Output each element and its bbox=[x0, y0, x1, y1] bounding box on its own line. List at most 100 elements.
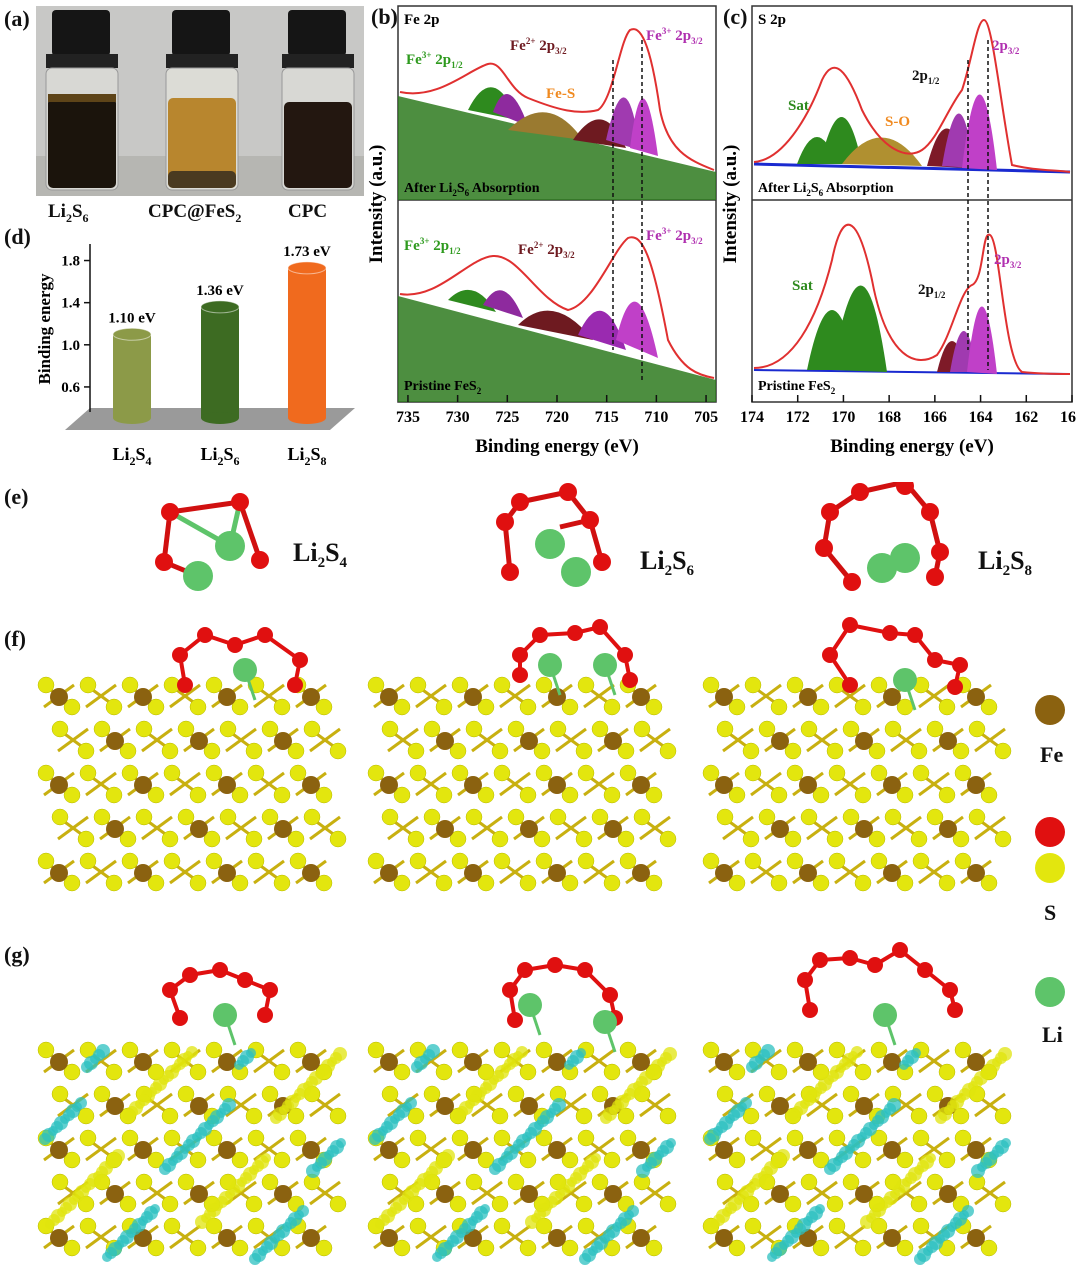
s-atom bbox=[219, 720, 237, 738]
fe-atom bbox=[436, 732, 454, 750]
s-atom bbox=[409, 852, 427, 870]
s-atom bbox=[954, 1129, 972, 1147]
s-atom bbox=[77, 1107, 95, 1125]
vial-cpc-fes2 bbox=[165, 10, 239, 191]
fe2p-lower-peaks bbox=[398, 236, 716, 402]
li-atom bbox=[233, 658, 257, 682]
chart-binding-energy: 0.6 1.0 1.4 1.8 Binding energy 1.10 eV Li2S4 1.… bbox=[35, 244, 355, 468]
s-atom bbox=[423, 808, 441, 826]
x-tick-label: 725 bbox=[495, 409, 519, 426]
s-red-atom bbox=[292, 652, 308, 668]
molecule-li2s8 bbox=[815, 482, 949, 591]
s-atom bbox=[535, 852, 553, 870]
s-atom bbox=[393, 1151, 411, 1169]
s-atom bbox=[617, 830, 635, 848]
density-lobe bbox=[195, 1215, 209, 1229]
fe-atom bbox=[50, 688, 68, 706]
bar bbox=[288, 267, 326, 418]
fe-atom bbox=[274, 820, 292, 838]
fe-atom bbox=[632, 1053, 650, 1071]
s-atom bbox=[93, 808, 111, 826]
bar-base bbox=[288, 412, 326, 424]
fes2-slab bbox=[367, 676, 677, 892]
bar-data-label: 1.36 eV bbox=[196, 283, 244, 299]
s-atom bbox=[121, 676, 139, 694]
x-tick-label: 172 bbox=[786, 409, 810, 426]
fes2-slab bbox=[37, 676, 347, 892]
s-red-atom bbox=[257, 627, 273, 643]
fe-atom bbox=[106, 820, 124, 838]
s-atom bbox=[77, 742, 95, 760]
s-atom bbox=[575, 1195, 593, 1213]
density-lobe bbox=[710, 1219, 720, 1229]
s-atom bbox=[393, 874, 411, 892]
s-red-atom bbox=[867, 957, 883, 973]
s-atom bbox=[451, 676, 469, 694]
fe-atom bbox=[190, 732, 208, 750]
s-atom bbox=[163, 1129, 181, 1147]
s-atom bbox=[619, 1041, 637, 1059]
fe2p-peak-label: Fe3+ 2p3/2 bbox=[646, 26, 703, 46]
fe-atom bbox=[548, 1141, 566, 1159]
s-atom bbox=[273, 698, 291, 716]
adsorbate bbox=[162, 962, 278, 1046]
fe2p-peak-label: Fe2+ 2p3/2 bbox=[518, 240, 575, 260]
s-atom bbox=[591, 808, 609, 826]
s2p-title: S 2p bbox=[758, 12, 786, 28]
s-atom bbox=[842, 808, 860, 826]
s-atom bbox=[828, 1217, 846, 1235]
s-red-atom bbox=[842, 950, 858, 966]
density-lobe bbox=[525, 1215, 539, 1229]
s-atom bbox=[519, 874, 537, 892]
s-atom bbox=[577, 852, 595, 870]
s-red-atom bbox=[257, 1007, 273, 1023]
s-atom bbox=[533, 830, 551, 848]
s-red-atom bbox=[197, 627, 213, 643]
s-atom bbox=[261, 720, 279, 738]
s-atom bbox=[119, 1195, 137, 1213]
s-atom bbox=[121, 852, 139, 870]
s-atom bbox=[449, 1195, 467, 1213]
s-atom bbox=[617, 1107, 635, 1125]
s-atom bbox=[702, 852, 720, 870]
fe-atom bbox=[520, 1097, 538, 1115]
s-atom bbox=[575, 1107, 593, 1125]
fe-atom bbox=[464, 1141, 482, 1159]
s-red-atom bbox=[602, 987, 618, 1003]
s-atom bbox=[549, 808, 567, 826]
s2p-upper-caption: After Li2S6 Absorption bbox=[758, 181, 894, 198]
fe-atom bbox=[218, 864, 236, 882]
s-atom bbox=[535, 764, 553, 782]
s-atom bbox=[826, 830, 844, 848]
s-red-atom bbox=[952, 657, 968, 673]
s-atom bbox=[896, 786, 914, 804]
fe-atom bbox=[134, 864, 152, 882]
density-lobe bbox=[39, 1045, 49, 1055]
s-atom bbox=[77, 830, 95, 848]
s-atom bbox=[79, 852, 97, 870]
s-atom bbox=[507, 808, 525, 826]
s-atom bbox=[273, 1151, 291, 1169]
x-tick-label: Li2S6 bbox=[200, 444, 239, 468]
s-atom bbox=[121, 1129, 139, 1147]
fe-atom bbox=[715, 1053, 733, 1071]
s-atom bbox=[409, 1217, 427, 1235]
s-atom bbox=[742, 742, 760, 760]
fe-atom bbox=[855, 820, 873, 838]
s-red-atom bbox=[502, 982, 518, 998]
s-atom bbox=[645, 1239, 663, 1257]
density-lobe bbox=[489, 1163, 501, 1175]
s-atom bbox=[189, 698, 207, 716]
s-atom bbox=[161, 830, 179, 848]
s2p-peak-label: Sat bbox=[792, 278, 813, 294]
y-tick-label: 1.0 bbox=[61, 338, 80, 354]
s-atom bbox=[119, 742, 137, 760]
s-atom bbox=[910, 742, 928, 760]
fe-atom bbox=[520, 732, 538, 750]
s-atom bbox=[493, 1041, 511, 1059]
s-atom bbox=[451, 1041, 469, 1059]
s-red-atom bbox=[947, 1002, 963, 1018]
s-red-atom bbox=[927, 652, 943, 668]
s-atom bbox=[870, 852, 888, 870]
density-lobe bbox=[860, 1215, 874, 1229]
